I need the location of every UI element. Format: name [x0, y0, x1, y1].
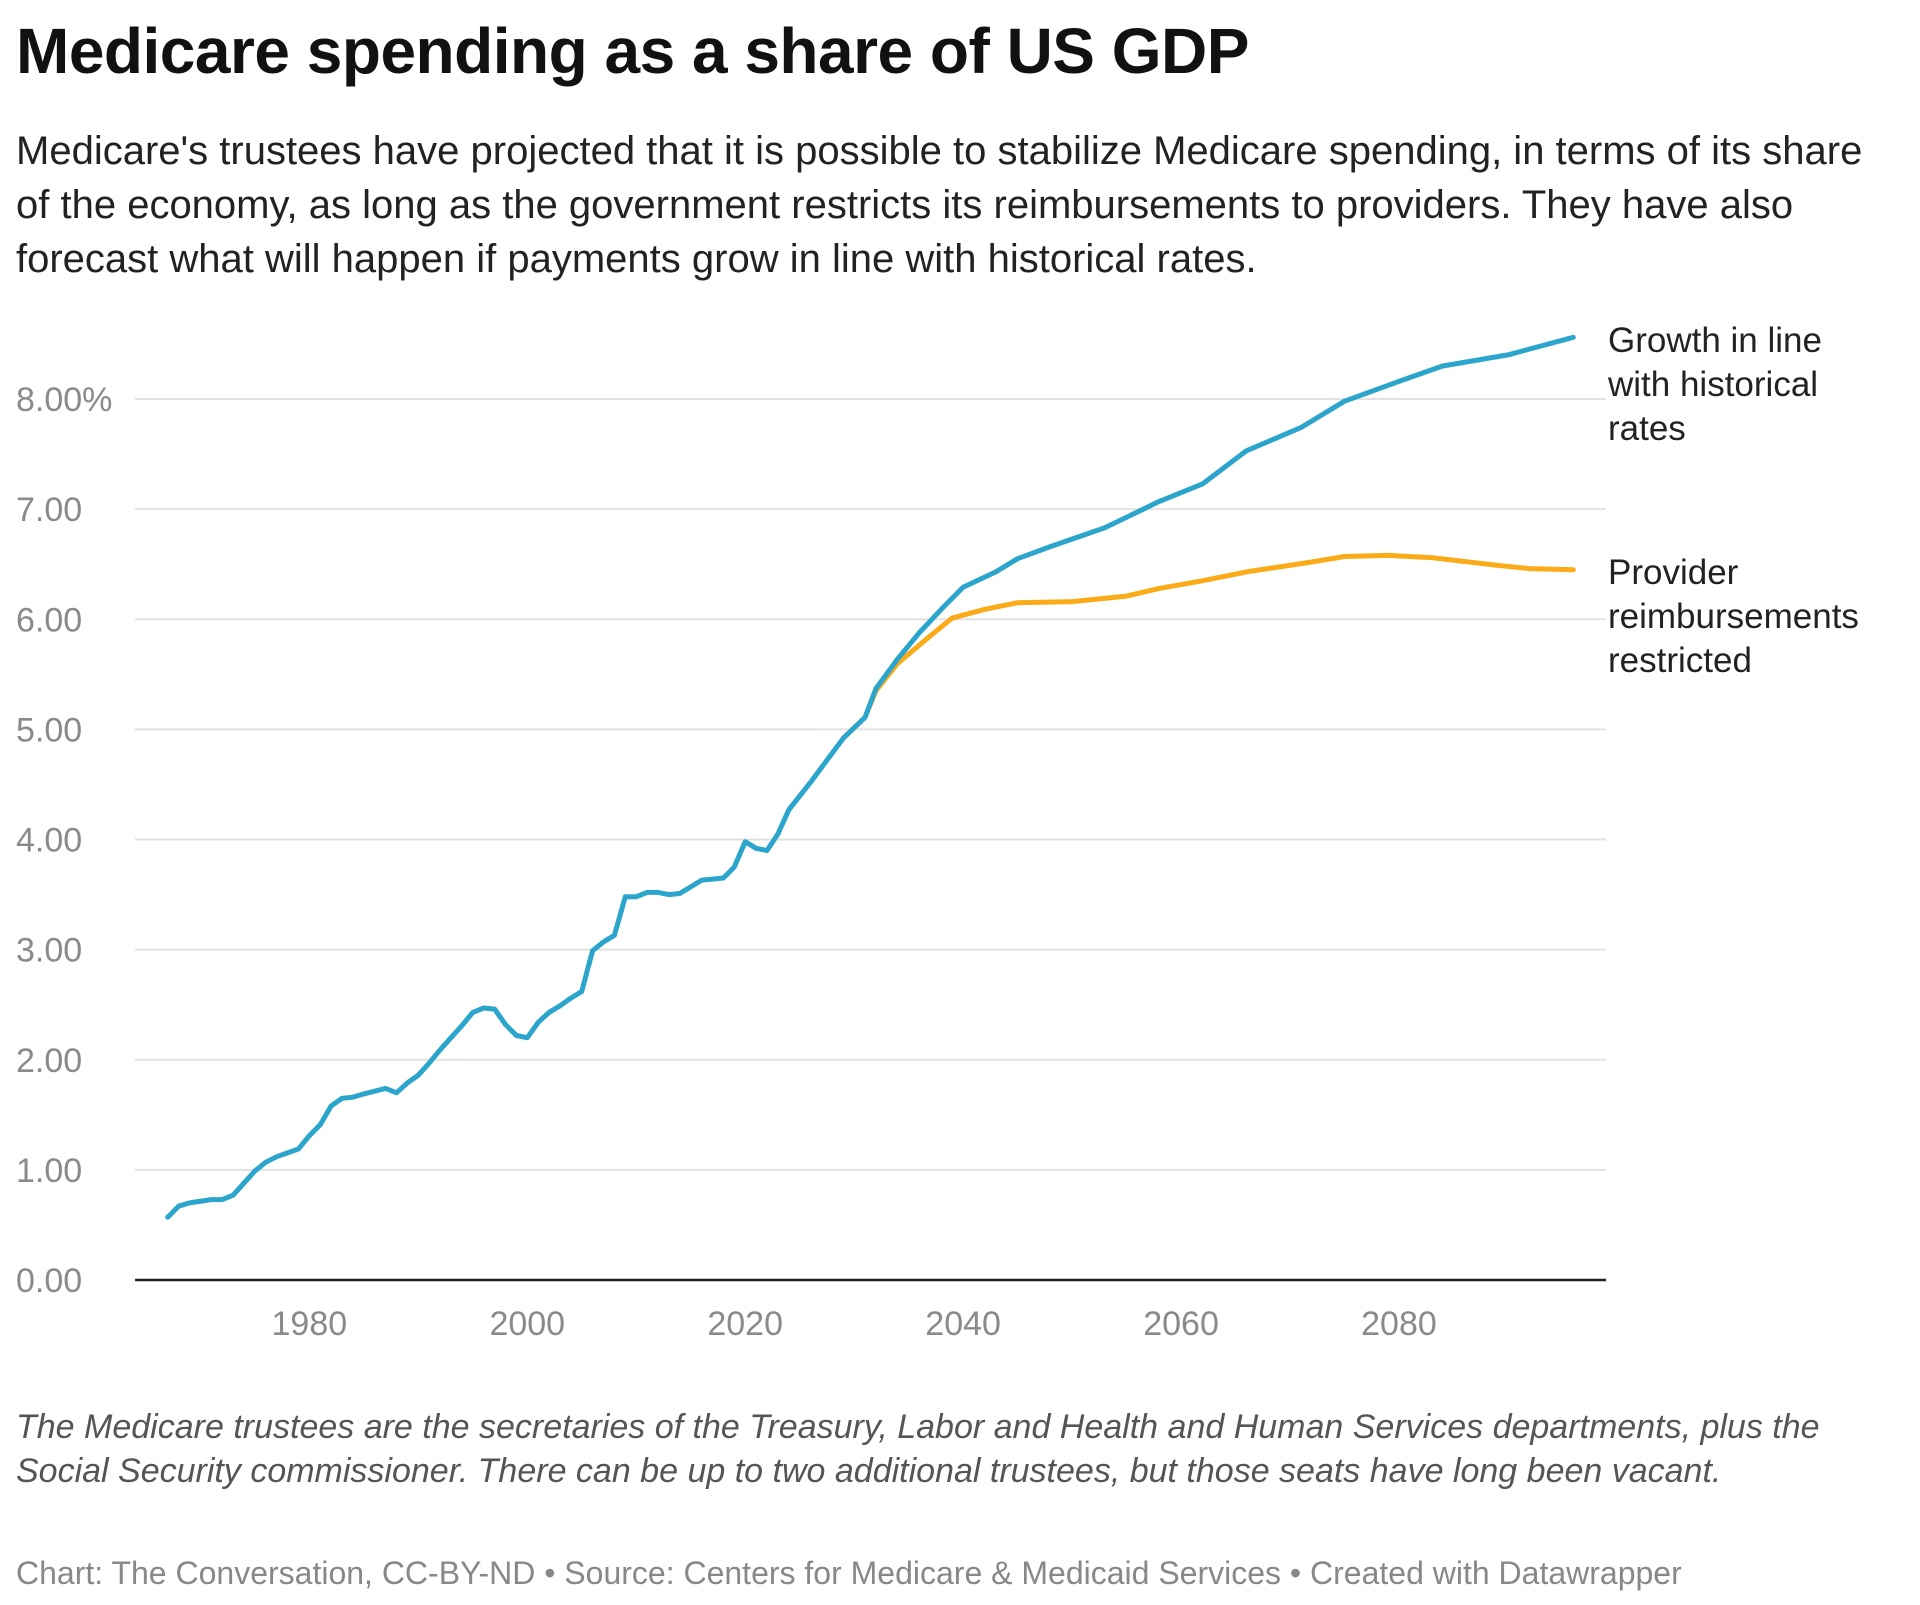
chart-subtitle: Medicare's trustees have projected that …	[16, 129, 1863, 281]
y-tick-label: 8.00%	[16, 381, 112, 419]
x-tick-label: 1980	[272, 1305, 348, 1343]
x-tick-label: 2020	[707, 1305, 783, 1343]
series-label: Provider	[1608, 553, 1739, 592]
y-tick-label: 7.00	[16, 491, 82, 529]
y-tick-label: 1.00	[16, 1152, 82, 1190]
x-tick-label: 2000	[489, 1305, 565, 1343]
x-tick-label: 2080	[1361, 1305, 1437, 1343]
series-label: rates	[1608, 409, 1686, 448]
y-tick-label: 4.00	[16, 822, 82, 860]
x-tick-label: 2040	[925, 1305, 1001, 1343]
y-tick-label: 5.00	[16, 711, 82, 749]
y-tick-label: 0.00	[16, 1262, 82, 1300]
series-labels: Growth in line with historical rates Provid…	[1607, 321, 1859, 680]
y-tick-label: 2.00	[16, 1042, 82, 1080]
series-label: reimbursements	[1608, 597, 1859, 636]
series-label: restricted	[1608, 641, 1752, 680]
series-lines	[165, 334, 1576, 1220]
y-tick-label: 6.00	[16, 601, 82, 639]
series-line-restricted	[840, 552, 1576, 741]
y-tick-label: 3.00	[16, 932, 82, 970]
gridlines	[135, 398, 1606, 1171]
x-axis-ticks: 1980 2000 2020 2040 2060 2080	[272, 1305, 1437, 1343]
series-line-historical	[165, 334, 1576, 1220]
chart-title: Medicare spending as a share of US GDP	[16, 15, 1249, 87]
series-label: with historical	[1607, 365, 1818, 404]
line-chart: 0.00 1.00 2.00 3.00 4.00 5.00 6.00 7.00 8.00% 19…	[16, 321, 1859, 1343]
series-label: Growth in line	[1608, 321, 1822, 360]
chart-footer: Chart: The Conversation, CC-BY-ND • Sour…	[16, 1555, 1682, 1591]
y-axis-ticks: 0.00 1.00 2.00 3.00 4.00 5.00 6.00 7.00 8.00%	[16, 381, 112, 1300]
x-tick-label: 2060	[1143, 1305, 1219, 1343]
chart-notes: The Medicare trustees are the secretarie…	[16, 1408, 1820, 1490]
